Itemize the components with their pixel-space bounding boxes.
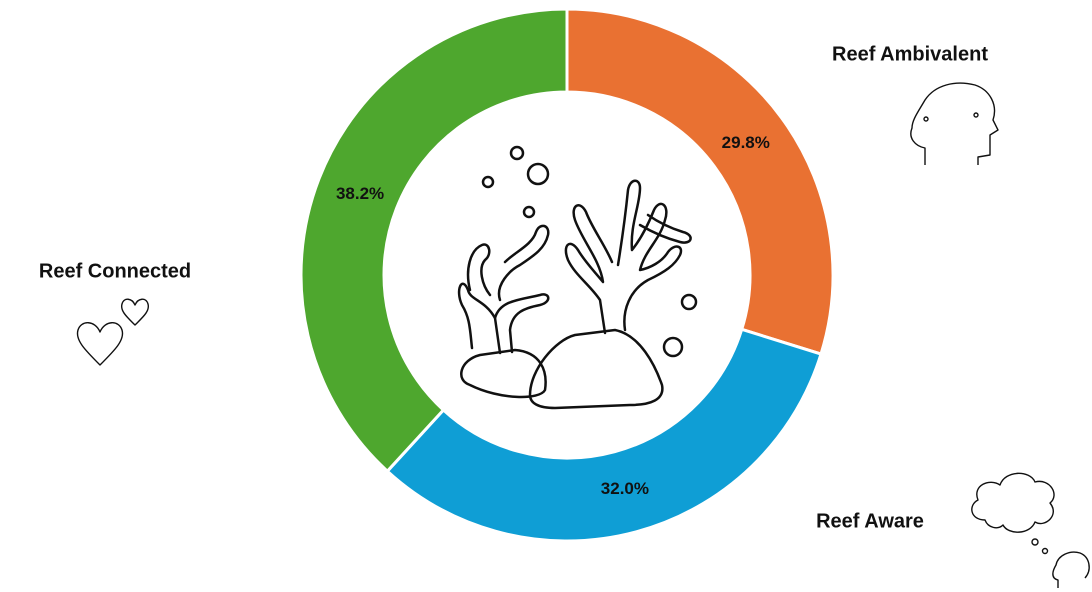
hearts-icon — [76, 298, 150, 366]
donut-segment — [385, 327, 823, 543]
value-label: 32.0% — [601, 479, 649, 498]
donut-segment — [565, 7, 835, 356]
value-label: 38.2% — [336, 184, 384, 203]
coral-icon — [457, 145, 698, 410]
head-icon — [910, 82, 999, 165]
category-label: Reef Connected — [39, 260, 191, 282]
donut-segment — [299, 7, 569, 474]
category-label: Reef Ambivalent — [832, 43, 988, 65]
value-label: 29.8% — [722, 133, 770, 152]
thought-icon — [971, 472, 1090, 588]
donut — [299, 7, 835, 543]
category-label: Reef Aware — [816, 510, 924, 532]
